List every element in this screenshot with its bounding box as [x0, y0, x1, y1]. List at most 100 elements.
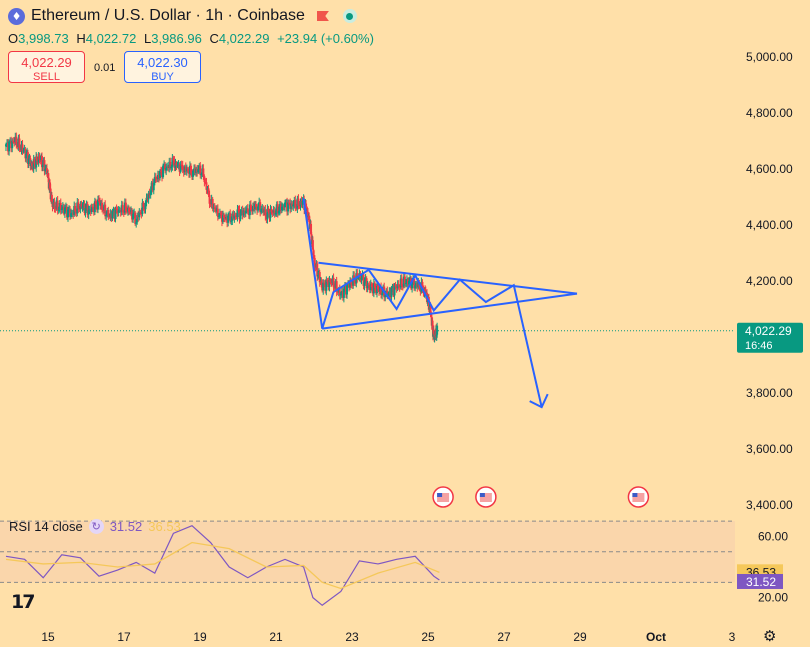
candle-body: [253, 205, 255, 210]
gear-icon[interactable]: ⚙: [763, 627, 777, 645]
candle-body: [219, 212, 222, 215]
candle: [219, 210, 222, 219]
candle: [217, 213, 220, 220]
candle: [332, 273, 335, 292]
rsi-legend[interactable]: RSI 14 close ↻ 31.52 36.53: [9, 519, 181, 534]
candle-body: [384, 295, 387, 298]
sell-button[interactable]: 4,022.29 SELL: [8, 51, 85, 83]
candle-body: [313, 255, 316, 259]
candle-body: [29, 158, 32, 166]
candle: [388, 287, 391, 298]
candle: [27, 155, 30, 169]
candle: [87, 205, 90, 220]
candle: [380, 282, 383, 299]
candle-body: [100, 202, 103, 206]
candle: [203, 174, 206, 187]
candle-body: [317, 275, 320, 277]
candle-body: [320, 281, 323, 284]
candle: [248, 201, 251, 220]
buy-button[interactable]: 4,022.30 BUY: [124, 51, 201, 83]
candle: [365, 276, 368, 293]
candle-body: [81, 206, 84, 208]
rsi-tag: [737, 573, 783, 589]
candle: [215, 205, 218, 216]
candle: [398, 284, 401, 292]
candle: [151, 178, 154, 193]
candle: [178, 162, 181, 177]
candle: [168, 157, 171, 173]
candle: [177, 160, 180, 170]
candle-body: [301, 200, 304, 205]
candle: [278, 200, 281, 216]
candle: [279, 201, 282, 214]
candle: [341, 287, 344, 301]
candle: [212, 203, 215, 213]
candle: [171, 154, 174, 171]
candle: [232, 210, 235, 221]
flag-icon[interactable]: [316, 11, 329, 21]
indicator-settings-icon[interactable]: ↻: [88, 519, 104, 534]
candle-body: [419, 286, 422, 292]
spread-value: 0.01: [94, 62, 116, 74]
candle: [372, 279, 375, 298]
candle: [361, 270, 364, 281]
candle-body: [258, 202, 261, 207]
candle-body: [264, 209, 267, 217]
candle: [155, 176, 158, 183]
tradingview-logo[interactable]: 17: [11, 591, 35, 613]
candle: [160, 166, 162, 176]
time-axis-tick-label: 23: [345, 630, 359, 644]
candle-body: [395, 285, 398, 289]
candle: [75, 208, 78, 218]
candle-body: [396, 284, 399, 289]
candle: [220, 210, 223, 227]
candle-body: [290, 203, 293, 209]
candle-body: [415, 283, 418, 286]
candle: [20, 140, 23, 155]
candle-body: [8, 141, 11, 152]
candle-body: [89, 209, 92, 212]
candle-body: [205, 182, 208, 190]
candle: [101, 198, 104, 213]
candle: [323, 280, 326, 288]
ethereum-icon: ♦: [8, 7, 25, 25]
candle: [191, 169, 193, 181]
candle: [140, 207, 143, 219]
candle: [214, 205, 217, 214]
candle: [292, 200, 295, 211]
candle-body: [5, 144, 7, 147]
candle-body: [216, 208, 219, 217]
candle: [263, 206, 266, 216]
candle-body: [366, 284, 369, 289]
candle-body: [79, 203, 82, 210]
candle: [40, 152, 43, 172]
symbol-title[interactable]: Ethereum / U.S. Dollar · 1h · Coinbase: [31, 7, 305, 24]
candle-body: [276, 204, 279, 214]
candle-body: [271, 212, 274, 214]
candle: [228, 211, 231, 221]
candle: [135, 218, 138, 228]
candle: [165, 163, 168, 176]
high-value: 4,022.72: [85, 31, 137, 46]
candle: [436, 322, 439, 338]
candle-body: [122, 211, 125, 213]
candle-body: [131, 210, 134, 220]
candle-body: [370, 283, 373, 287]
candle: [414, 281, 417, 292]
candle: [288, 199, 291, 206]
candle-body: [377, 286, 379, 290]
candle-body: [49, 188, 52, 200]
candle: [145, 193, 148, 207]
candle-body: [10, 141, 13, 149]
rsi-legend-value: 31.52: [109, 519, 143, 534]
candle: [265, 212, 268, 224]
candle: [201, 164, 204, 178]
candle-body: [400, 278, 403, 287]
candle-body: [157, 174, 160, 179]
candle: [299, 198, 302, 211]
candle: [373, 281, 376, 293]
candle: [286, 197, 289, 216]
candle-body: [255, 204, 258, 207]
candle: [368, 281, 371, 294]
